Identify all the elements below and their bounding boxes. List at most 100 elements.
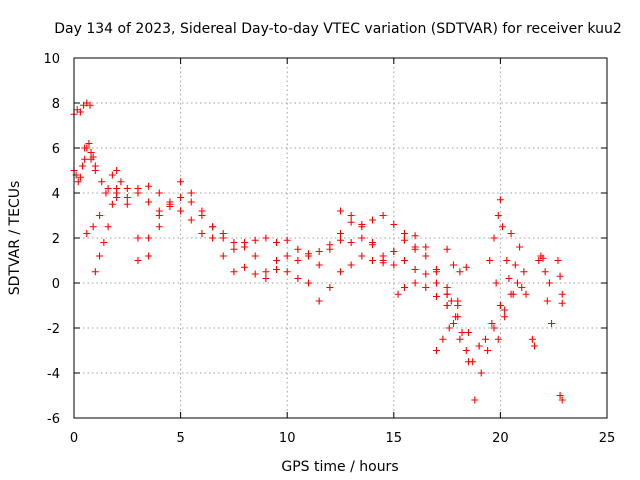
data-point-marker xyxy=(422,284,430,291)
data-point-marker xyxy=(358,221,366,228)
chart-title: Day 134 of 2023, Sidereal Day-to-day VTE… xyxy=(54,21,622,37)
data-point-marker xyxy=(273,257,281,264)
data-point-marker xyxy=(554,257,562,264)
data-point-marker xyxy=(81,155,89,163)
data-point-marker xyxy=(219,252,227,260)
data-point-marker xyxy=(337,207,344,215)
data-point-marker xyxy=(347,239,355,246)
data-point-marker xyxy=(477,369,485,377)
data-point-marker xyxy=(509,290,517,298)
data-point-marker xyxy=(368,239,376,246)
data-point-marker xyxy=(400,230,408,237)
data-point-marker xyxy=(394,290,402,298)
data-point-marker xyxy=(490,324,498,332)
series-trace-15 xyxy=(486,196,528,276)
data-point-marker xyxy=(251,236,259,244)
data-point-marker xyxy=(492,279,500,287)
data-point-marker xyxy=(347,212,355,219)
data-point-marker xyxy=(494,212,502,219)
data-point-marker xyxy=(117,178,125,186)
data-point-marker xyxy=(177,194,185,201)
data-point-marker xyxy=(283,268,291,276)
data-point-marker xyxy=(358,252,366,260)
data-point-marker xyxy=(187,189,195,197)
data-point-marker xyxy=(347,218,355,226)
data-point-marker xyxy=(443,284,451,291)
data-point-marker xyxy=(379,259,387,267)
data-point-marker xyxy=(230,239,238,246)
y-tick-label: 10 xyxy=(43,52,60,67)
series-trace-17 xyxy=(528,335,539,350)
data-point-marker xyxy=(432,266,440,273)
data-point-marker xyxy=(100,239,108,246)
data-point-marker xyxy=(535,257,543,264)
data-point-marker xyxy=(411,279,419,287)
data-point-marker xyxy=(379,212,387,219)
y-tick-label: -2 xyxy=(47,322,60,337)
data-point-marker xyxy=(230,245,238,253)
data-point-marker xyxy=(108,171,116,179)
data-point-marker xyxy=(294,245,302,253)
data-point-marker xyxy=(91,167,99,174)
data-point-marker xyxy=(456,335,464,343)
data-point-marker xyxy=(481,335,489,343)
data-point-marker xyxy=(177,207,185,215)
series-trace-5 xyxy=(91,178,125,276)
series-trace-3 xyxy=(81,144,163,208)
data-point-marker xyxy=(85,140,93,147)
data-point-marker xyxy=(390,261,398,269)
data-point-marker xyxy=(251,270,259,278)
data-point-marker xyxy=(400,284,408,291)
data-point-marker xyxy=(123,185,131,192)
y-tick-label: 8 xyxy=(52,97,60,112)
series-trace-20 xyxy=(554,257,566,307)
data-point-marker xyxy=(262,234,270,242)
data-point-marker xyxy=(499,223,507,231)
x-tick-label: 25 xyxy=(599,431,616,446)
data-point-marker xyxy=(490,234,498,242)
data-point-marker xyxy=(145,234,153,242)
x-tick-label: 5 xyxy=(176,431,184,446)
series-trace-18 xyxy=(535,252,547,264)
data-point-marker xyxy=(516,243,524,251)
data-point-marker xyxy=(155,207,163,215)
data-point-marker xyxy=(83,230,91,237)
data-point-marker xyxy=(155,223,163,231)
data-point-marker xyxy=(541,268,549,276)
x-tick-label: 15 xyxy=(386,431,403,446)
data-point-marker xyxy=(539,254,547,262)
data-point-marker xyxy=(251,252,259,260)
data-point-marker xyxy=(315,248,323,255)
data-point-marker xyxy=(543,297,551,305)
data-point-marker xyxy=(187,216,195,224)
y-tick-label: -4 xyxy=(47,367,60,382)
data-point-marker xyxy=(108,200,116,208)
data-point-marker xyxy=(475,342,483,350)
x-tick-label: 0 xyxy=(70,431,78,446)
data-point-marker xyxy=(145,198,153,206)
data-point-marker xyxy=(456,268,464,276)
data-point-marker xyxy=(368,257,376,264)
data-point-marker xyxy=(337,236,344,244)
data-point-marker xyxy=(326,245,334,253)
data-point-marker xyxy=(74,178,82,186)
data-point-marker xyxy=(443,245,451,253)
data-point-marker xyxy=(486,257,494,264)
data-point-marker xyxy=(484,347,492,354)
data-point-marker xyxy=(104,185,112,192)
data-point-marker xyxy=(518,284,526,291)
data-point-marker xyxy=(511,261,519,269)
data-point-marker xyxy=(87,149,95,156)
data-point-marker xyxy=(98,178,106,186)
series-trace-9 xyxy=(337,207,419,251)
data-point-marker xyxy=(219,230,227,237)
x-axis-title: GPS time / hours xyxy=(281,459,398,475)
data-point-marker xyxy=(411,232,419,240)
data-point-marker xyxy=(471,396,479,404)
data-point-marker xyxy=(496,302,504,309)
data-point-marker xyxy=(145,182,153,190)
data-point-marker xyxy=(76,173,84,181)
axis-ticks: 0 5 10 15 20 25 -6 -4 -2 0 2 4 6 8 10 xyxy=(43,52,615,446)
series-trace-4 xyxy=(83,167,121,237)
